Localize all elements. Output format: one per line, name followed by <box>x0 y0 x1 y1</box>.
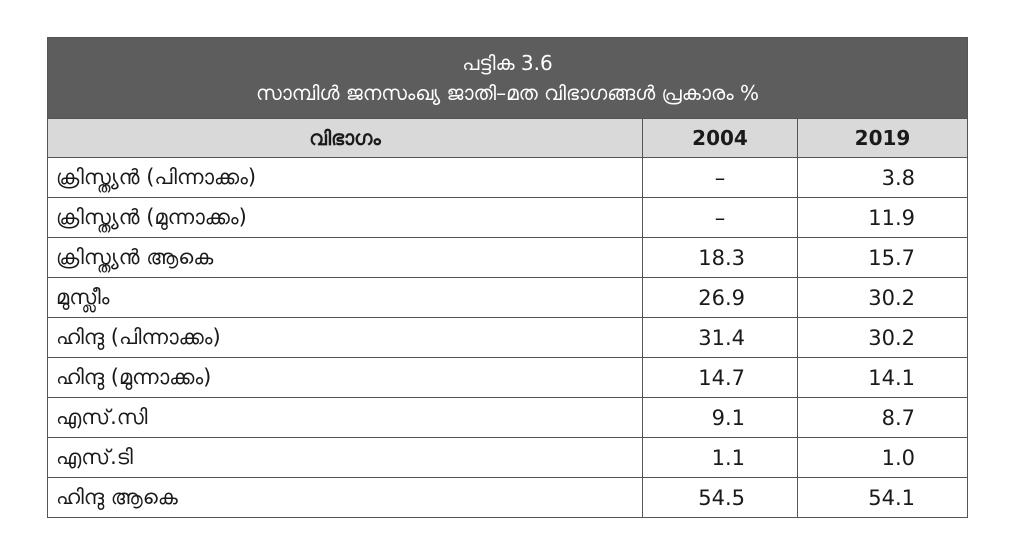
value-2019-cell: 15.7 <box>797 237 968 278</box>
value-2004-cell: 18.3 <box>642 237 798 278</box>
header-2004: 2004 <box>642 118 798 158</box>
table-row: മുസ്ലീം 26.9 30.2 <box>47 277 968 318</box>
header-2019: 2019 <box>797 118 968 158</box>
table-title: സാമ്പിൾ ജനസംഖ്യ ജാതി–മത വിഭാഗങ്ങൾ പ്രകാര… <box>256 81 759 105</box>
table-title-cell: പട്ടിക 3.6 സാമ്പിൾ ജനസംഖ്യ ജാതി–മത വിഭാഗ… <box>47 37 968 119</box>
value-2019-cell: 8.7 <box>797 397 968 438</box>
value-2004-cell: 26.9 <box>642 277 798 318</box>
value-2004-cell: – <box>642 197 798 238</box>
value-2004-cell: 31.4 <box>642 317 798 358</box>
category-cell: എസ്.ടി <box>47 437 643 478</box>
category-cell: ഹിന്ദു ആകെ <box>47 477 643 518</box>
category-cell: ക്രിസ്ത്യൻ (പിന്നാക്കം) <box>47 157 643 198</box>
value-2019-cell: 11.9 <box>797 197 968 238</box>
value-2019-cell: 30.2 <box>797 277 968 318</box>
value-2019-cell: 14.1 <box>797 357 968 398</box>
table-row: ഹിന്ദു (പിന്നാക്കം) 31.4 30.2 <box>47 317 968 358</box>
table-row: ക്രിസ്ത്യൻ ആകെ 18.3 15.7 <box>47 237 968 278</box>
value-2004-cell: 14.7 <box>642 357 798 398</box>
table-row: എസ്.ടി 1.1 1.0 <box>47 437 968 478</box>
category-cell: എസ്.സി <box>47 397 643 438</box>
category-cell: ക്രിസ്ത്യൻ (മുന്നാക്കം) <box>47 197 643 238</box>
table-number: പട്ടിക 3.6 <box>462 51 553 75</box>
value-2019-cell: 1.0 <box>797 437 968 478</box>
table-row: ക്രിസ്ത്യൻ (മുന്നാക്കം) – 11.9 <box>47 197 968 238</box>
value-2019-cell: 3.8 <box>797 157 968 198</box>
category-cell: ഹിന്ദു (മുന്നാക്കം) <box>47 357 643 398</box>
value-2004-cell: 1.1 <box>642 437 798 478</box>
table-row: ഹിന്ദു ആകെ 54.5 54.1 <box>47 477 968 518</box>
value-2019-cell: 54.1 <box>797 477 968 518</box>
population-table-container: പട്ടിക 3.6 സാമ്പിൾ ജനസംഖ്യ ജാതി–മത വിഭാഗ… <box>47 37 968 518</box>
table-title-row: പട്ടിക 3.6 സാമ്പിൾ ജനസംഖ്യ ജാതി–മത വിഭാഗ… <box>47 37 968 119</box>
table-row: ഹിന്ദു (മുന്നാക്കം) 14.7 14.1 <box>47 357 968 398</box>
table-row: ക്രിസ്ത്യൻ (പിന്നാക്കം) – 3.8 <box>47 157 968 198</box>
category-cell: മുസ്ലീം <box>47 277 643 318</box>
table-header-row: വിഭാഗം 2004 2019 <box>47 118 968 158</box>
category-cell: ക്രിസ്ത്യൻ ആകെ <box>47 237 643 278</box>
population-table: പട്ടിക 3.6 സാമ്പിൾ ജനസംഖ്യ ജാതി–മത വിഭാഗ… <box>47 37 968 518</box>
value-2004-cell: – <box>642 157 798 198</box>
table-row: എസ്.സി 9.1 8.7 <box>47 397 968 438</box>
value-2019-cell: 30.2 <box>797 317 968 358</box>
category-cell: ഹിന്ദു (പിന്നാക്കം) <box>47 317 643 358</box>
value-2004-cell: 9.1 <box>642 397 798 438</box>
header-category: വിഭാഗം <box>47 118 643 158</box>
value-2004-cell: 54.5 <box>642 477 798 518</box>
